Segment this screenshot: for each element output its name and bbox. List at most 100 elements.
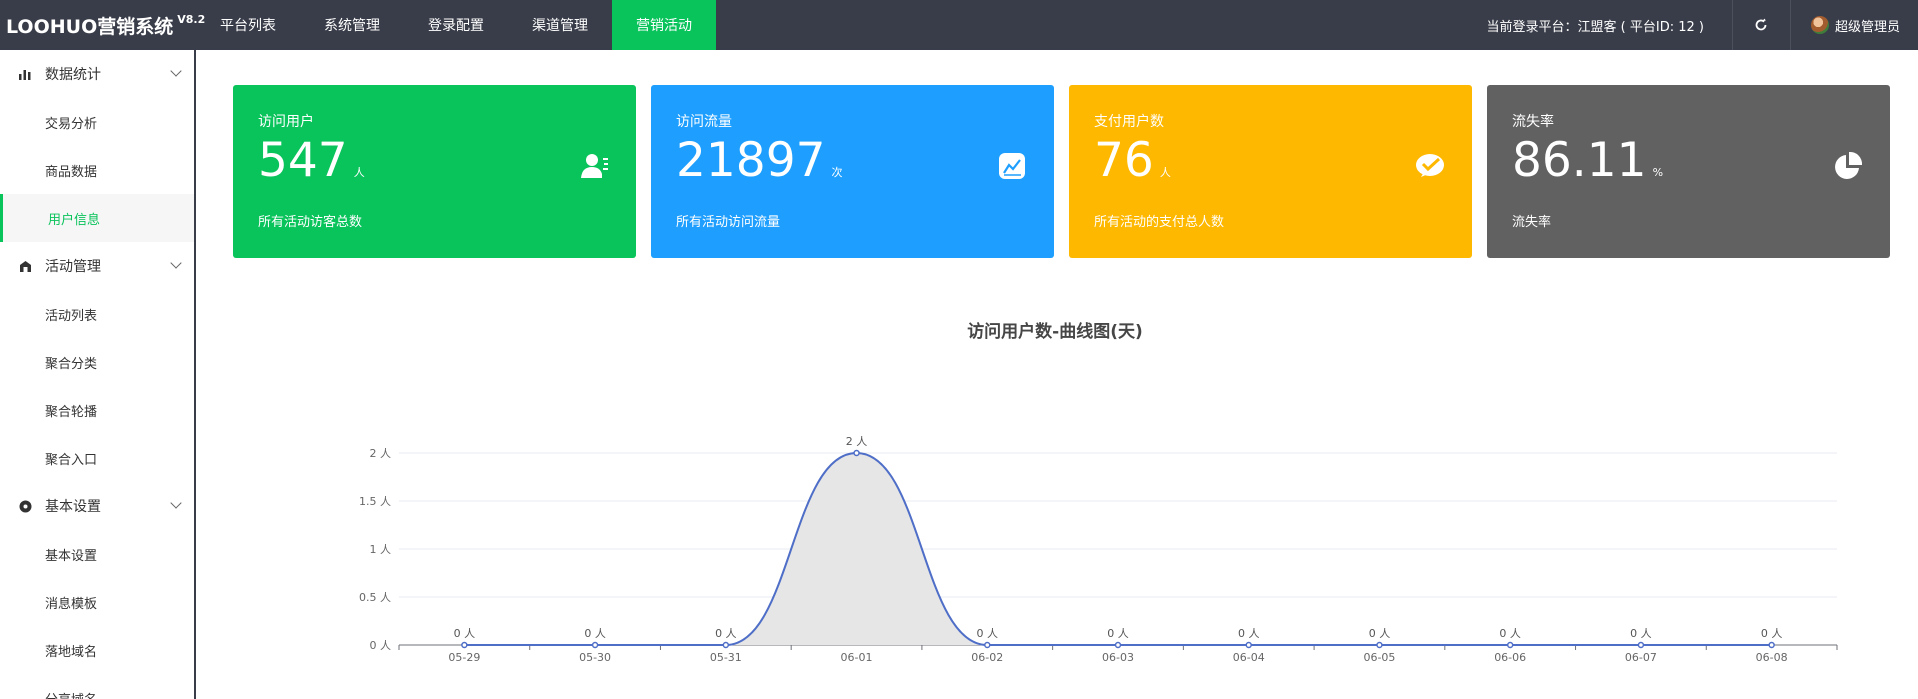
sidebar-item-user-info[interactable]: 用户信息 (0, 194, 194, 242)
card-description: 所有活动访问流量 (676, 215, 781, 230)
brand-name: LOOHUO营销系统 (6, 15, 174, 38)
chevron-down-icon (170, 65, 182, 77)
data-label: 0 人 (584, 627, 606, 640)
sidebar-group-data-stats[interactable]: 数据统计 (0, 50, 194, 98)
card-unit: 次 (831, 166, 843, 179)
sidebar-item-aggregate-entry[interactable]: 聚合入口 (45, 452, 98, 468)
sidebar-item-landing-domain[interactable]: 落地域名 (45, 644, 98, 660)
data-label: 2 人 (846, 435, 868, 448)
x-tick-label: 05-29 (448, 651, 480, 664)
nav-login-config[interactable]: 登录配置 (428, 18, 484, 34)
x-tick-label: 06-08 (1756, 651, 1788, 664)
sidebar-group-label: 基本设置 (45, 499, 101, 515)
card-unit: % (1652, 166, 1664, 179)
data-point (1245, 641, 1252, 649)
settings-dot-icon (18, 499, 32, 513)
sidebar-group-label: 数据统计 (45, 67, 101, 83)
x-tick-label: 06-07 (1625, 651, 1657, 664)
sidebar-item-aggregate-carousel[interactable]: 聚合轮播 (45, 404, 98, 420)
user-icon (581, 154, 608, 178)
card-description: 流失率 (1512, 215, 1552, 230)
stat-card-traffic: 访问流量 21897 次 所有活动访问流量 (651, 85, 1054, 258)
x-tick-label: 05-31 (710, 651, 742, 664)
data-point (1506, 641, 1514, 649)
x-tick-label: 06-05 (1363, 651, 1395, 664)
data-point (853, 449, 860, 457)
bar-chart-icon (18, 67, 32, 81)
data-point (722, 641, 730, 649)
data-label: 0 人 (977, 627, 999, 640)
card-label: 访问用户 (258, 114, 314, 130)
data-point (1376, 641, 1383, 649)
y-tick-label: 1.5 人 (359, 495, 391, 508)
main-content: 访问用户 547 人 所有活动访客总数 访问流量 21897 次 所有活动访问流量 … (198, 50, 1918, 699)
data-label: 0 人 (1761, 627, 1783, 640)
top-right-area: 当前登录平台：江盟客 ( 平台ID: 12 ) 超级管理员 (1487, 0, 1918, 50)
card-description: 所有活动的支付总人数 (1094, 215, 1225, 230)
pie-chart-icon (1835, 151, 1863, 179)
sidebar-item-activity-list[interactable]: 活动列表 (45, 308, 98, 324)
sidebar-item-message-template[interactable]: 消息模板 (45, 596, 98, 612)
user-name: 超级管理员 (1834, 19, 1900, 35)
shop-icon (18, 259, 32, 273)
series-area (464, 453, 1772, 645)
card-unit: 人 (353, 166, 365, 179)
card-description: 所有活动访客总数 (258, 215, 363, 230)
data-label: 0 人 (1107, 627, 1129, 640)
main-nav: 平台列表 系统管理 登录配置 渠道管理 营销活动 (196, 0, 716, 50)
data-point (1114, 641, 1122, 649)
x-tick-label: 06-01 (841, 651, 873, 664)
chart-title: 访问用户数-曲线图(天) (967, 322, 1143, 342)
sidebar-item-product-data[interactable]: 商品数据 (45, 164, 98, 180)
refresh-button[interactable] (1733, 0, 1791, 50)
y-tick-label: 2 人 (370, 447, 392, 460)
chevron-down-icon (170, 497, 182, 509)
line-chart: 0 人 0.5 人 1 人 1.5 人 2 人 05-29 05-30 05-31 06-01 0… (359, 435, 1838, 664)
y-tick-label: 0.5 人 (359, 591, 391, 604)
data-label: 0 人 (1630, 627, 1652, 640)
nav-channel-management[interactable]: 渠道管理 (532, 18, 588, 34)
data-label: 0 人 (1238, 627, 1260, 640)
stat-card-churn-rate: 流失率 86.11% 流失率 (1487, 85, 1890, 258)
data-point (1768, 641, 1775, 649)
refresh-icon (1756, 18, 1767, 31)
card-label: 支付用户数 (1094, 114, 1164, 130)
card-value: 76 (1094, 133, 1154, 188)
x-tick-label: 06-04 (1233, 651, 1265, 664)
y-tick-label: 0 人 (370, 639, 392, 652)
sidebar-item-basic-settings[interactable]: 基本设置 (45, 548, 98, 564)
brand-version: V8.2 (177, 12, 206, 26)
card-value: 21897 (676, 133, 826, 188)
sidebar-group-activity-management[interactable]: 活动管理 (0, 242, 194, 290)
chevron-down-icon (170, 257, 182, 269)
x-tick-label: 05-30 (579, 651, 611, 664)
data-label: 0 人 (715, 627, 737, 640)
avatar (1810, 16, 1829, 34)
data-point (591, 641, 599, 649)
sidebar-group-basic-settings[interactable]: 基本设置 (0, 482, 194, 530)
brand-logo[interactable]: LOOHUO营销系统 V8.2 (0, 0, 205, 50)
data-point (1637, 641, 1645, 649)
line-chart-icon (999, 153, 1025, 179)
card-value: 547 (258, 133, 348, 188)
nav-marketing-activity[interactable]: 营销活动 (612, 0, 716, 50)
data-point (461, 641, 468, 649)
nav-system-management[interactable]: 系统管理 (324, 18, 380, 34)
sidebar-group-label: 活动管理 (45, 259, 101, 275)
data-point (984, 641, 991, 649)
x-tick-label: 06-06 (1494, 651, 1526, 664)
user-menu[interactable]: 超级管理员 (1791, 0, 1918, 50)
card-unit: 人 (1159, 166, 1171, 179)
card-label: 访问流量 (676, 114, 732, 130)
stat-cards: 访问用户 547 人 所有活动访客总数 访问流量 21897 次 所有活动访问流量 … (233, 85, 1890, 258)
sidebar-item-share-domain[interactable]: 分享域名 (0, 674, 194, 699)
top-navigation-bar: LOOHUO营销系统 V8.2 平台列表 系统管理 登录配置 渠道管理 营销活动 … (0, 0, 1918, 50)
nav-platform-list[interactable]: 平台列表 (220, 18, 276, 34)
card-label: 流失率 (1512, 114, 1554, 130)
x-tick-label: 06-03 (1102, 651, 1134, 664)
sidebar-item-trade-analysis[interactable]: 交易分析 (45, 116, 98, 132)
wechat-pay-icon (1416, 154, 1444, 177)
sidebar: 数据统计 交易分析 商品数据 用户信息 活动管理 活动列表 聚合分类 聚合轮播 … (0, 50, 196, 699)
sidebar-item-aggregate-category[interactable]: 聚合分类 (45, 356, 98, 372)
card-value: 86.11 (1512, 133, 1647, 188)
